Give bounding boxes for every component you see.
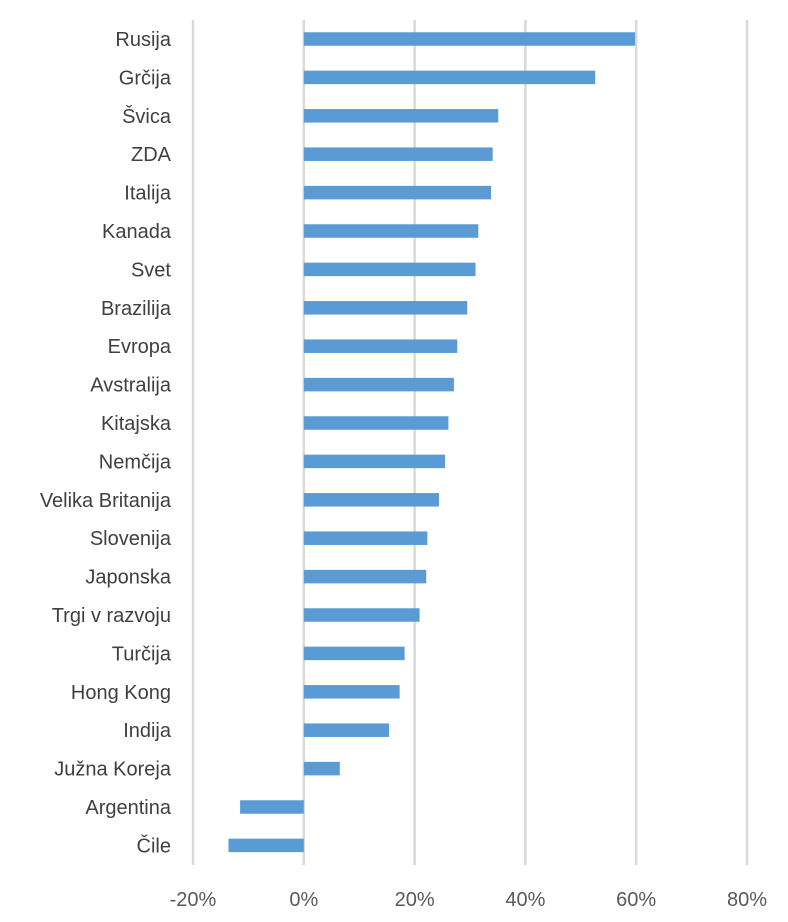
bar (303, 70, 596, 85)
bar (303, 185, 492, 200)
category-label: Turčija (112, 643, 172, 665)
category-label: Južna Koreja (54, 759, 172, 781)
category-label: Kitajska (101, 413, 172, 435)
bar (303, 416, 449, 430)
category-label: Rusija (115, 29, 171, 51)
bar (303, 723, 390, 737)
x-tick-label: -20% (170, 889, 217, 911)
bar (303, 608, 420, 622)
category-label: Čile (137, 834, 171, 857)
bar (303, 109, 499, 123)
bar (240, 800, 304, 814)
category-label: Slovenija (90, 528, 172, 550)
category-label: Hong Kong (71, 682, 171, 704)
category-label: Italija (124, 183, 172, 205)
category-label: Švica (122, 105, 172, 128)
category-label: ZDA (131, 144, 172, 166)
bar (303, 301, 468, 315)
bar (303, 147, 493, 161)
bar (228, 838, 304, 853)
category-label: Argentina (85, 797, 171, 819)
category-label: Svet (131, 259, 171, 281)
category-label: Grčija (119, 67, 172, 89)
category-label: Japonska (85, 567, 171, 589)
x-tick-label: 60% (616, 889, 656, 911)
x-tick-label: 40% (505, 889, 545, 911)
category-label: Trgi v razvoju (52, 605, 171, 627)
category-label: Velika Britanija (40, 490, 172, 512)
x-tick-labels: -20% 0% 20% 40% 60% 80% (170, 889, 768, 911)
category-label: Evropa (108, 336, 172, 358)
category-label: Nemčija (99, 451, 172, 473)
category-label: Avstralija (90, 375, 172, 397)
bar (303, 685, 400, 699)
category-labels: Rusija Grčija Švica ZDA Italija Kanada Svet Bra… (40, 29, 172, 857)
bar (303, 32, 636, 46)
bar (303, 646, 405, 661)
bar (303, 493, 439, 507)
bar (303, 569, 427, 584)
x-tick-label: 20% (395, 889, 435, 911)
x-tick-label: 80% (727, 889, 767, 911)
x-tick-label: 0% (289, 889, 318, 911)
bar (303, 224, 479, 238)
bar (303, 454, 446, 469)
bars (228, 32, 636, 853)
bar (303, 761, 340, 776)
bar (303, 339, 458, 353)
category-label: Kanada (102, 221, 172, 243)
gridlines (191, 20, 749, 865)
category-label: Indija (123, 720, 172, 742)
bar (303, 262, 476, 277)
category-label: Brazilija (101, 298, 172, 320)
bar (303, 531, 428, 545)
bar (303, 377, 454, 392)
